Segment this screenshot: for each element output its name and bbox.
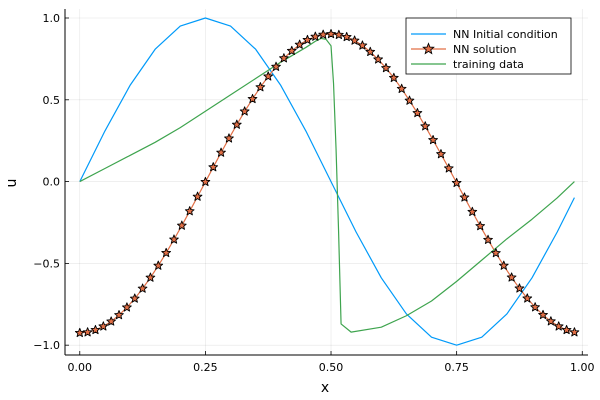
legend: NN Initial condition NN solution training … bbox=[405, 17, 572, 75]
series-lines bbox=[79, 17, 575, 346]
x-tick-label: 0.50 bbox=[319, 361, 344, 374]
series-line-nn-initial-condition bbox=[79, 17, 575, 346]
data-point-star bbox=[326, 28, 336, 39]
data-point-star bbox=[451, 177, 462, 188]
x-axis-title: x bbox=[321, 380, 329, 396]
data-point-star bbox=[443, 163, 454, 173]
data-point-star bbox=[255, 82, 266, 92]
data-point-star bbox=[286, 45, 297, 56]
data-point-star bbox=[514, 283, 525, 293]
data-point-star bbox=[412, 108, 423, 118]
data-point-star bbox=[546, 316, 556, 326]
data-point-star bbox=[522, 293, 533, 303]
data-point-star bbox=[365, 46, 376, 57]
y-tick-label: 1.0 bbox=[43, 12, 61, 25]
data-point-star bbox=[263, 71, 274, 81]
series-markers bbox=[74, 28, 580, 338]
data-point-star bbox=[310, 31, 321, 41]
data-point-star bbox=[538, 309, 548, 320]
legend-label: training data bbox=[453, 58, 524, 71]
data-point-star bbox=[137, 283, 148, 293]
data-point-star bbox=[129, 293, 140, 303]
data-point-star bbox=[247, 93, 258, 104]
axes-frame bbox=[64, 9, 588, 356]
data-point-star bbox=[200, 176, 211, 187]
data-point-star bbox=[341, 31, 352, 42]
data-point-star bbox=[396, 83, 407, 94]
data-point-star bbox=[569, 327, 580, 337]
y-tick-label: −0.5 bbox=[33, 257, 60, 270]
data-point-star bbox=[553, 321, 564, 331]
data-point-star bbox=[153, 260, 164, 270]
y-tick-label: −1.0 bbox=[33, 339, 60, 352]
data-point-star bbox=[436, 149, 446, 159]
y-axis-title: u bbox=[4, 179, 20, 188]
legend-box bbox=[405, 17, 572, 75]
data-point-star bbox=[98, 321, 109, 331]
data-point-star bbox=[224, 133, 234, 143]
data-point-star bbox=[74, 327, 85, 338]
data-point-star bbox=[381, 63, 391, 73]
data-point-star bbox=[239, 106, 250, 116]
x-tick-label: 1.00 bbox=[570, 361, 595, 374]
data-point-star bbox=[90, 324, 101, 335]
data-point-star bbox=[498, 260, 509, 270]
x-tick-label: 0.00 bbox=[68, 361, 93, 374]
y-tick-label: 0.5 bbox=[43, 94, 61, 107]
x-axis-ticks: 0.00 0.25 0.50 0.75 1.00 bbox=[68, 351, 595, 374]
series-line-nn-solution bbox=[79, 33, 575, 334]
data-point-star bbox=[231, 119, 242, 129]
data-point-star bbox=[82, 327, 93, 337]
data-point-star bbox=[404, 95, 415, 105]
data-point-star bbox=[302, 34, 313, 45]
data-point-star bbox=[161, 247, 171, 258]
data-point-star bbox=[145, 272, 156, 282]
y-tick-label: 0.0 bbox=[43, 176, 61, 189]
x-tick-label: 0.75 bbox=[444, 361, 469, 374]
data-point-star bbox=[208, 162, 219, 172]
data-point-star bbox=[491, 248, 501, 258]
data-point-star bbox=[420, 121, 431, 131]
data-point-star bbox=[192, 191, 203, 201]
series-line-training-data bbox=[79, 37, 575, 333]
data-point-star bbox=[106, 316, 116, 326]
y-axis-ticks: 1.0 0.5 0.0 −0.5 −1.0 bbox=[33, 12, 69, 352]
data-point-star bbox=[318, 29, 329, 39]
data-point-star bbox=[184, 206, 195, 216]
data-point-star bbox=[349, 35, 360, 45]
data-point-star bbox=[459, 192, 470, 202]
data-point-star bbox=[279, 53, 289, 63]
data-point-star bbox=[169, 234, 179, 244]
data-point-star bbox=[334, 29, 344, 40]
data-point-star bbox=[467, 206, 478, 217]
data-point-star bbox=[216, 147, 226, 157]
data-point-star bbox=[271, 61, 281, 71]
legend-label: NN Initial condition bbox=[453, 28, 558, 41]
data-point-star bbox=[483, 234, 493, 244]
data-point-star bbox=[428, 134, 438, 145]
legend-label: NN solution bbox=[453, 43, 517, 56]
data-point-star bbox=[561, 324, 572, 335]
data-point-star bbox=[177, 220, 187, 230]
data-point-star bbox=[357, 40, 368, 50]
x-tick-label: 0.25 bbox=[193, 361, 218, 374]
grid bbox=[65, 9, 588, 355]
data-point-star bbox=[122, 302, 132, 312]
data-point-star bbox=[506, 272, 517, 282]
data-point-star bbox=[389, 72, 399, 83]
data-point-star bbox=[530, 302, 540, 312]
data-point-star bbox=[373, 54, 383, 64]
data-point-star bbox=[475, 221, 486, 231]
legend-marker-star bbox=[422, 42, 435, 55]
data-point-star bbox=[114, 310, 124, 320]
data-point-star bbox=[294, 39, 305, 49]
